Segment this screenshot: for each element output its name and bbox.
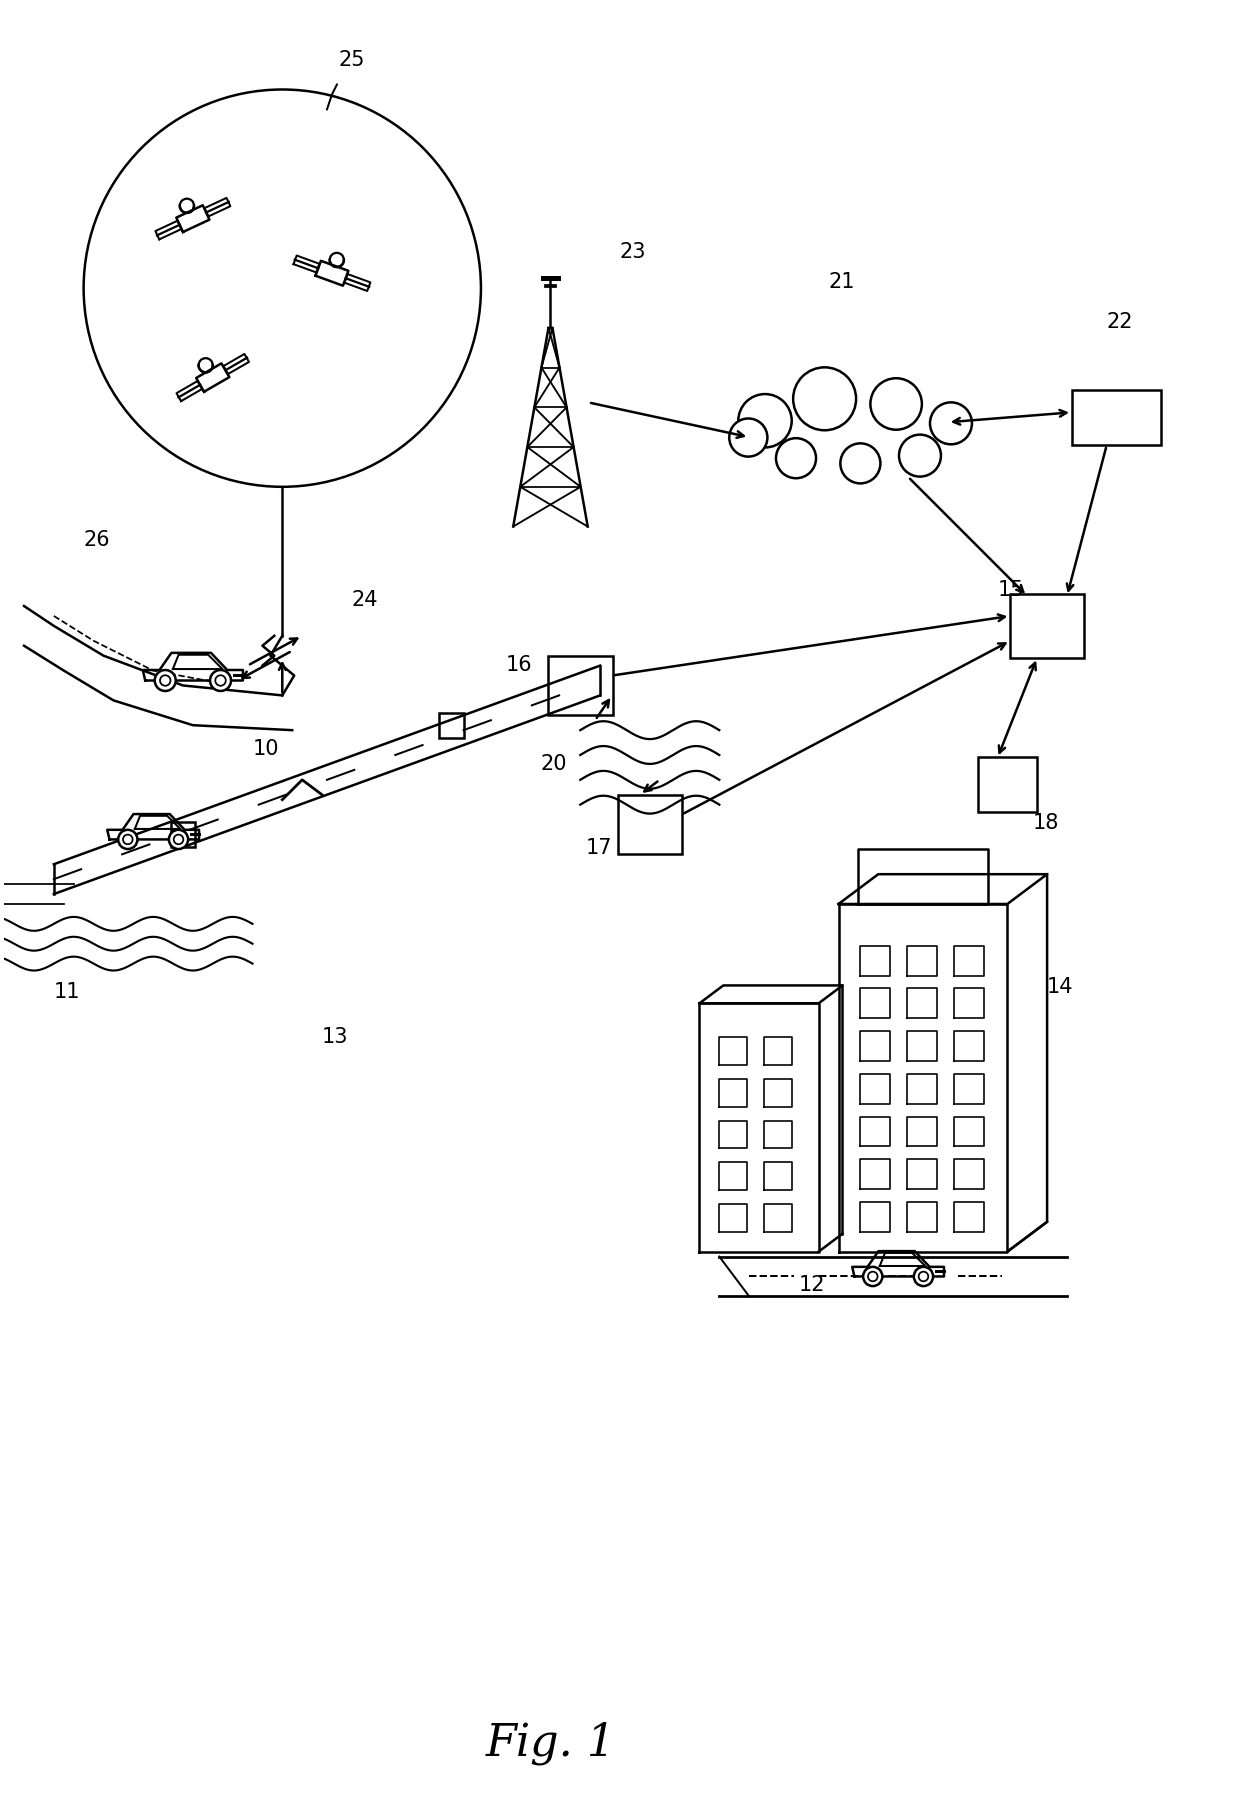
Text: 11: 11 [53,983,81,1003]
Circle shape [841,444,880,483]
Bar [618,796,682,855]
Text: 14: 14 [1047,978,1074,998]
Text: 12: 12 [799,1275,826,1295]
Text: 25: 25 [339,51,365,70]
Text: 26: 26 [83,530,110,550]
Circle shape [899,435,941,476]
Text: 23: 23 [620,242,646,262]
Circle shape [210,669,231,691]
Text: 22: 22 [1107,312,1133,332]
Text: 20: 20 [541,754,567,774]
Circle shape [870,379,921,429]
Text: 17: 17 [585,839,611,859]
Circle shape [729,419,768,456]
Bar [171,823,196,846]
Text: 16: 16 [506,655,532,675]
Text: 18: 18 [1032,814,1059,833]
Text: 13: 13 [322,1026,348,1046]
Circle shape [155,669,176,691]
Bar [1071,390,1162,444]
Circle shape [738,393,791,447]
Bar [548,655,613,714]
Circle shape [914,1266,932,1286]
Text: Fig. 1: Fig. 1 [485,1721,615,1764]
Bar [977,758,1037,812]
Bar [439,713,464,738]
Circle shape [776,438,816,478]
Circle shape [169,830,188,850]
Circle shape [863,1266,883,1286]
Bar [1009,594,1084,658]
Circle shape [794,368,856,431]
Text: 15: 15 [997,581,1024,601]
Text: 21: 21 [828,272,856,292]
Circle shape [930,402,972,444]
Circle shape [118,830,138,850]
Text: 10: 10 [253,740,279,759]
Text: 24: 24 [352,590,378,610]
